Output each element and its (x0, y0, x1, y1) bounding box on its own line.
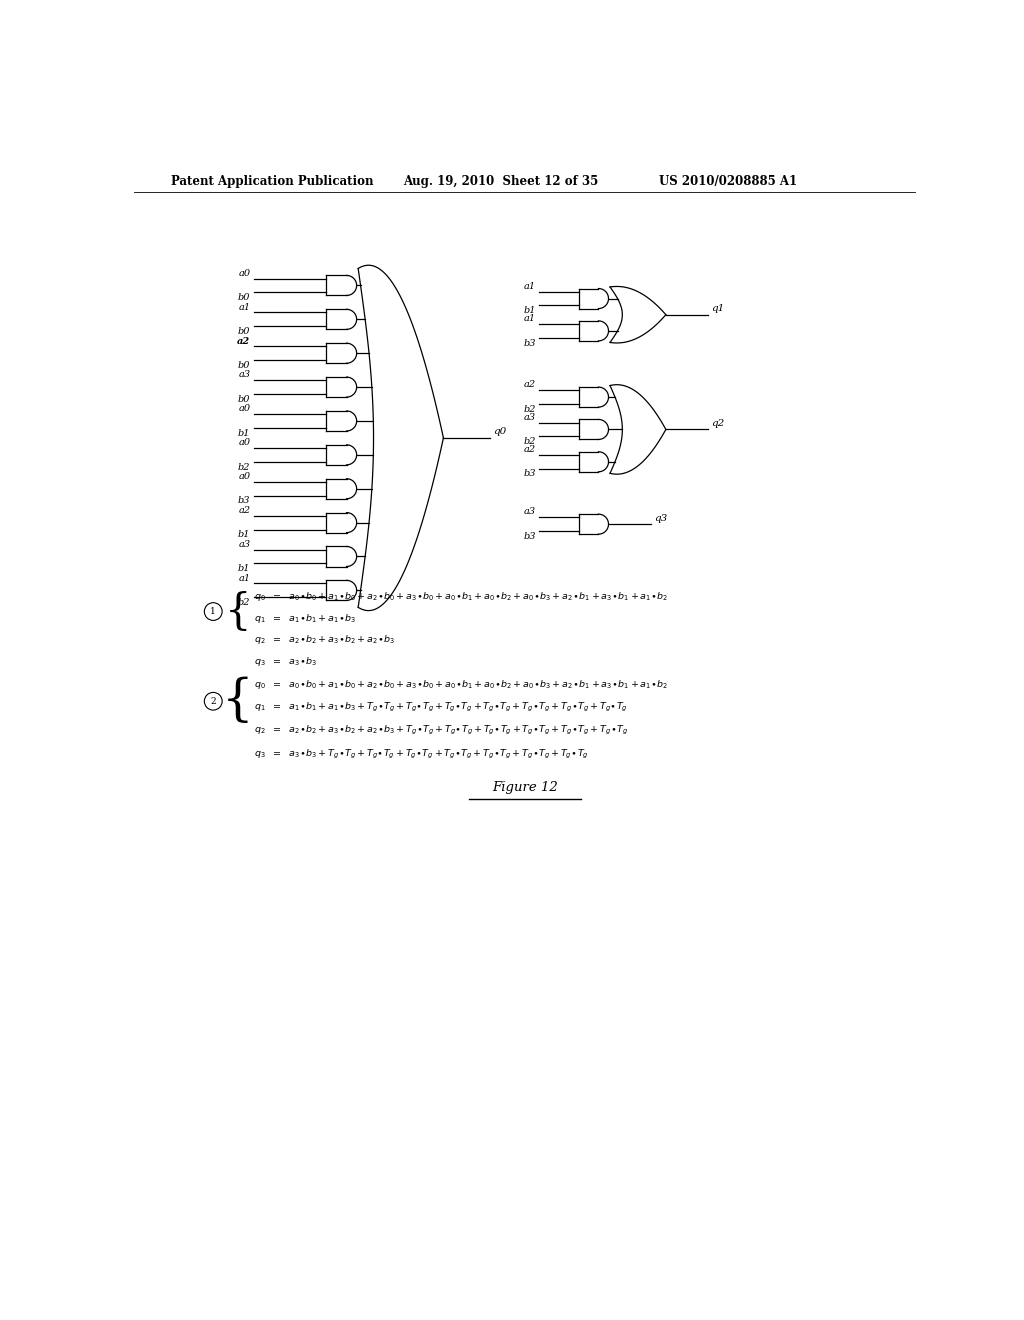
Text: q0: q0 (493, 428, 506, 437)
Text: {: { (222, 677, 254, 726)
Text: q2: q2 (712, 418, 725, 428)
Text: a0: a0 (239, 404, 251, 413)
Text: b1: b1 (238, 531, 251, 540)
Text: $q_1\ \ =\ \ a_1\!\bullet\!b_1+a_1\!\bullet\!b_3+T_g\!\bullet\!T_g+T_g\!\bullet\: $q_1\ \ =\ \ a_1\!\bullet\!b_1+a_1\!\bul… (254, 701, 628, 714)
Text: a1: a1 (523, 282, 536, 290)
Text: US 2010/0208885 A1: US 2010/0208885 A1 (658, 176, 797, 189)
Text: b0: b0 (238, 327, 251, 337)
Text: b0: b0 (238, 395, 251, 404)
Text: $q_3\ \ =\ \ a_3\!\bullet\!b_3+T_g\!\bullet\!T_g+T_g\!\bullet\!T_g+T_g\!\bullet\: $q_3\ \ =\ \ a_3\!\bullet\!b_3+T_g\!\bul… (254, 747, 589, 760)
Text: b2: b2 (238, 598, 251, 607)
Text: 2: 2 (211, 697, 216, 706)
Text: b3: b3 (238, 496, 251, 506)
Text: q1: q1 (712, 304, 725, 313)
Text: $q_1\ \ =\ \ a_1\!\bullet\!b_1+a_1\!\bullet\!b_3$: $q_1\ \ =\ \ a_1\!\bullet\!b_1+a_1\!\bul… (254, 611, 355, 624)
Text: a1: a1 (239, 574, 251, 582)
Text: a3: a3 (239, 540, 251, 549)
Text: b1: b1 (238, 429, 251, 438)
Text: b0: b0 (238, 360, 251, 370)
Text: a1: a1 (239, 302, 251, 312)
Text: a0: a0 (239, 473, 251, 480)
Text: a0: a0 (239, 438, 251, 447)
Text: {: { (225, 590, 251, 632)
Text: a2: a2 (239, 506, 251, 515)
Text: a2: a2 (523, 380, 536, 389)
Text: $q_2\ \ =\ \ a_2\!\bullet\!b_2+a_3\!\bullet\!b_2+a_2\!\bullet\!b_3$: $q_2\ \ =\ \ a_2\!\bullet\!b_2+a_3\!\bul… (254, 634, 394, 647)
Text: 1: 1 (210, 607, 216, 616)
Text: Figure 12: Figure 12 (492, 780, 558, 793)
Text: Patent Application Publication: Patent Application Publication (171, 176, 373, 189)
Text: b3: b3 (523, 532, 536, 541)
Text: a3: a3 (239, 371, 251, 379)
Text: a2: a2 (238, 337, 251, 346)
Text: Aug. 19, 2010  Sheet 12 of 35: Aug. 19, 2010 Sheet 12 of 35 (403, 176, 598, 189)
Text: a1: a1 (523, 314, 536, 323)
Text: b2: b2 (238, 462, 251, 471)
Text: b2: b2 (523, 405, 536, 413)
Text: q3: q3 (654, 513, 668, 523)
Text: a2: a2 (523, 445, 536, 454)
Text: a3: a3 (523, 413, 536, 422)
Text: b2: b2 (523, 437, 536, 446)
Text: b3: b3 (523, 339, 536, 347)
Text: b1: b1 (523, 306, 536, 315)
Text: b1: b1 (238, 564, 251, 573)
Text: $q_0\ \ =\ \ a_0\!\bullet\!b_0+a_1\!\bullet\!b_0+a_2\!\bullet\!b_0+a_3\!\bullet\: $q_0\ \ =\ \ a_0\!\bullet\!b_0+a_1\!\bul… (254, 590, 668, 603)
Text: $q_3\ \ =\ \ a_3\!\bullet\!b_3$: $q_3\ \ =\ \ a_3\!\bullet\!b_3$ (254, 656, 316, 668)
Text: b0: b0 (238, 293, 251, 302)
Text: $q_2\ \ =\ \ a_2\!\bullet\!b_2+a_3\!\bullet\!b_2+a_2\!\bullet\!b_3+T_g\!\bullet\: $q_2\ \ =\ \ a_2\!\bullet\!b_2+a_3\!\bul… (254, 725, 628, 738)
Text: b3: b3 (523, 470, 536, 478)
Text: $q_0\ \ =\ \ a_0\!\bullet\!b_0+a_1\!\bullet\!b_0+a_2\!\bullet\!b_0+a_3\!\bullet\: $q_0\ \ =\ \ a_0\!\bullet\!b_0+a_1\!\bul… (254, 678, 668, 692)
Text: a3: a3 (523, 507, 536, 516)
Text: a0: a0 (239, 269, 251, 277)
